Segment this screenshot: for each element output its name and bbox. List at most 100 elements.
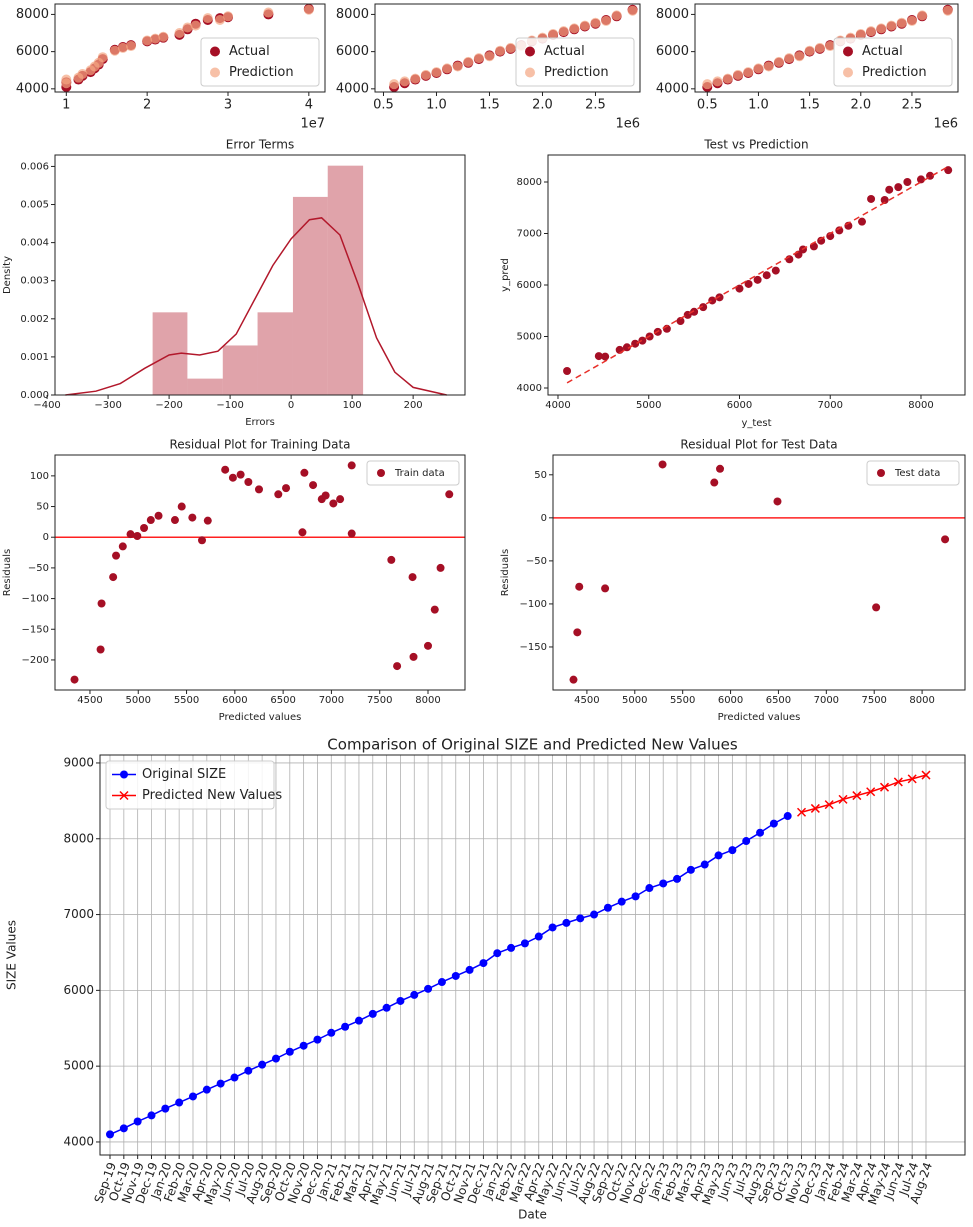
chart-title: Error Terms <box>226 138 294 152</box>
y-tick-label: 6000 <box>336 44 369 59</box>
x-tick-label: 1.5 <box>479 98 500 113</box>
point <box>676 317 685 326</box>
point <box>382 1003 391 1012</box>
point <box>617 897 626 906</box>
point <box>410 73 421 84</box>
point <box>244 477 253 486</box>
legend-label: Original SIZE <box>142 767 226 782</box>
legend-marker <box>877 469 885 477</box>
kde-line <box>65 217 447 396</box>
legend-box <box>515 37 635 87</box>
point <box>399 76 410 87</box>
y-tick-label: 0 <box>541 513 547 524</box>
y-tick-label: 4000 <box>656 81 689 96</box>
point <box>495 45 506 56</box>
point <box>177 502 186 511</box>
point <box>451 971 460 980</box>
point <box>601 352 610 361</box>
y-tick-label: 5000 <box>517 331 542 342</box>
point <box>389 79 400 90</box>
point <box>638 336 647 345</box>
y-tick-label: 0.006 <box>20 161 49 172</box>
point <box>484 51 495 62</box>
point <box>303 4 314 15</box>
point <box>142 35 153 46</box>
x-tick-label: 2.5 <box>902 98 923 113</box>
point <box>119 1124 128 1133</box>
point <box>562 918 571 927</box>
plot-frame <box>552 454 966 691</box>
point <box>896 17 907 28</box>
chart-title: Comparison of Original SIZE and Predicte… <box>327 736 738 754</box>
legend-marker <box>119 790 129 801</box>
x-axis-label: y_test <box>741 418 771 429</box>
point <box>601 584 610 593</box>
point <box>686 865 695 874</box>
x-tick-label: 2 <box>143 98 151 113</box>
legend-label: Test data <box>894 468 940 479</box>
point <box>879 782 890 792</box>
y-tick-label: −150 <box>22 624 49 635</box>
y-tick-label: 5000 <box>63 1059 94 1073</box>
point <box>645 884 654 893</box>
point <box>321 491 330 500</box>
point <box>463 56 474 67</box>
point <box>146 516 155 525</box>
x-tick-label: 1.0 <box>426 98 447 113</box>
plot-frame <box>374 3 641 93</box>
y-tick-label: 50 <box>36 502 49 513</box>
point <box>894 183 903 192</box>
legend-label: Prediction <box>544 65 609 80</box>
y-tick-label: 7000 <box>63 907 94 921</box>
x-tick-label: 7000 <box>814 695 839 706</box>
point <box>254 485 263 494</box>
y-tick-label: 8000 <box>336 7 369 22</box>
y-tick-label: −200 <box>22 655 49 666</box>
x-tick-label: 7000 <box>818 400 843 411</box>
x-tick-label: 8000 <box>415 695 440 706</box>
point <box>794 51 805 62</box>
point <box>431 67 442 78</box>
point <box>852 791 862 801</box>
point <box>230 1073 239 1082</box>
x-axis-label: Predicted values <box>718 712 801 723</box>
x-tick-label: 100 <box>343 400 362 411</box>
point <box>133 1117 142 1126</box>
x-tick-label: 6500 <box>766 695 791 706</box>
y-axis-label: y_pred <box>500 258 511 292</box>
point <box>77 68 88 79</box>
point <box>263 7 274 18</box>
point <box>796 807 807 817</box>
point <box>702 79 713 90</box>
y-tick-label: 0.000 <box>20 390 49 401</box>
x-tick-label: 7000 <box>319 695 344 706</box>
point <box>507 943 516 952</box>
point <box>773 497 782 506</box>
x-offset-label: 1e7 <box>300 117 325 132</box>
point <box>154 511 163 520</box>
x-axis-label: Predicted values <box>219 712 302 723</box>
x-tick-label: 4500 <box>574 695 599 706</box>
y-tick-label: −50 <box>28 563 49 574</box>
point <box>917 10 928 21</box>
point <box>244 1066 253 1075</box>
point <box>576 914 585 923</box>
legend-label: Predicted New Values <box>142 788 282 803</box>
plot-frame <box>54 3 326 93</box>
x-tick-label: −400 <box>33 400 60 411</box>
x-tick-label: 0.5 <box>697 98 718 113</box>
point <box>97 599 106 608</box>
point <box>784 53 795 64</box>
legend-label: Prediction <box>229 65 294 80</box>
point <box>465 965 474 974</box>
point <box>126 530 135 539</box>
y-tick-label: 6000 <box>656 44 689 59</box>
point <box>202 1085 211 1094</box>
y-axis-label: Residuals <box>2 549 13 596</box>
point <box>903 177 912 186</box>
point <box>756 828 765 837</box>
x-tick-label: 2.0 <box>532 98 553 113</box>
point <box>880 196 889 205</box>
chart-title: Test vs Prediction <box>703 138 808 152</box>
